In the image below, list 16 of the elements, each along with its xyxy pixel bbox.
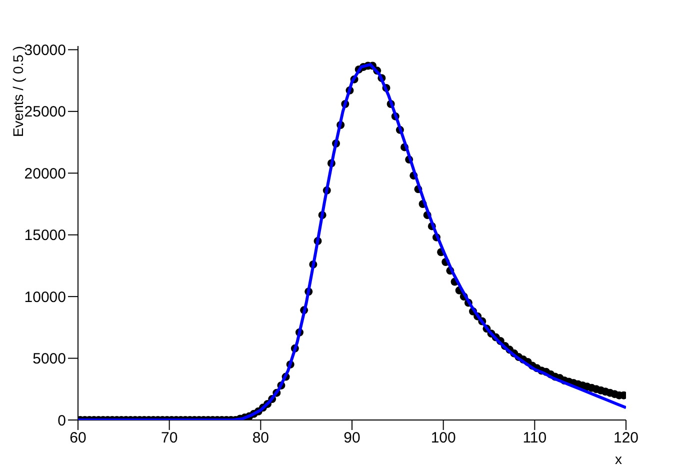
x-tick-label: 110 bbox=[522, 430, 547, 447]
y-tick-label: 10000 bbox=[24, 288, 66, 306]
x-tick-label: 80 bbox=[252, 430, 270, 447]
y-tick-label: 30000 bbox=[24, 42, 66, 60]
x-tick-label: 60 bbox=[70, 430, 86, 447]
y-tick-label: 15000 bbox=[24, 227, 66, 244]
y-tick-label: 0 bbox=[58, 412, 66, 430]
y-tick-label: 5000 bbox=[32, 350, 66, 368]
x-tick-label: 70 bbox=[160, 430, 178, 447]
y-axis-title: Events / ( 0.5 ) bbox=[10, 46, 26, 138]
x-axis-title: x bbox=[615, 451, 622, 467]
x-tick-label: 100 bbox=[430, 430, 456, 447]
x-tick-label: 120 bbox=[613, 430, 639, 447]
y-tick-label: 20000 bbox=[24, 165, 66, 182]
x-tick-label: 90 bbox=[344, 430, 360, 447]
y-tick-label: 25000 bbox=[24, 104, 66, 121]
